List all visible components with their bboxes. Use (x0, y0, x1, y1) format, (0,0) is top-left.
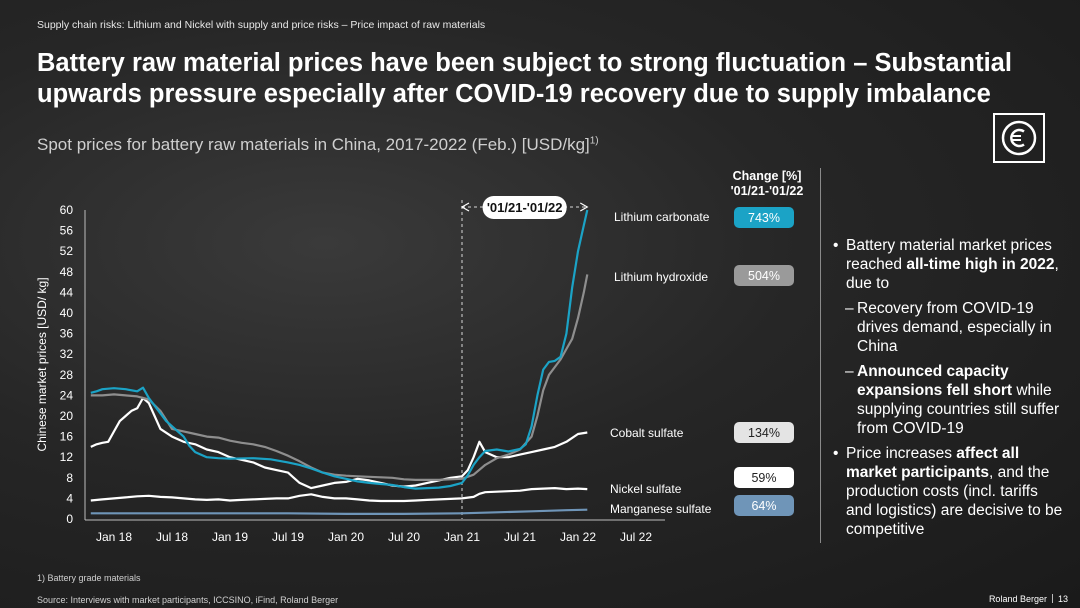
bullet-item: Battery material market prices reached a… (833, 236, 1063, 293)
y-tick-label: 20 (60, 409, 74, 423)
source-note: Source: Interviews with market participa… (37, 595, 339, 605)
series-line-manganese-sulfate (90, 508, 588, 515)
change-badge-lithium-hydroxide: 504% (734, 265, 794, 286)
x-tick-label: Jan 19 (212, 530, 248, 544)
footer-separator (1051, 594, 1053, 603)
vertical-divider (820, 168, 821, 543)
y-tick-label: 60 (60, 203, 74, 217)
x-tick-label: Jul 21 (504, 530, 536, 544)
x-tick-label: Jan 22 (560, 530, 596, 544)
y-tick-label: 16 (60, 430, 74, 444)
change-column-header: Change [%] '01/21-'01/22 (712, 169, 822, 199)
x-tick-label: Jan 21 (444, 530, 480, 544)
bullet-text: Recovery from COVID-19 drives demand, es… (857, 300, 1052, 355)
period-label: '01/21-'01/22 (487, 200, 563, 215)
bullet-text: , and the production costs (incl. tariff… (846, 464, 1063, 538)
footnote: 1) Battery grade materials (37, 573, 141, 583)
x-tick-label: Jul 22 (620, 530, 652, 544)
series-line-lithium-carbonate (90, 209, 589, 490)
change-badge-cobalt-sulfate: 134% (734, 422, 794, 443)
y-tick-label: 24 (60, 388, 74, 402)
brand-name: Roland Berger (988, 594, 1047, 604)
y-tick-label: 48 (60, 265, 74, 279)
bullet-text-bold: Announced capacity expansions fell short (857, 363, 1013, 399)
y-axis-label: Chinese market prices [USD/ kg] (35, 277, 49, 451)
bullet-text: Battery material market prices reached (846, 237, 1052, 273)
period-arrow-left (460, 202, 470, 212)
euro-icon-graphic (1001, 120, 1037, 156)
x-tick-label: Jul 18 (156, 530, 188, 544)
euro-icon (993, 113, 1045, 163)
y-tick-label: 8 (66, 471, 73, 485)
series-label: Lithium carbonate (614, 210, 710, 224)
key-takeaways: Battery material market prices reached a… (833, 236, 1063, 545)
sub-bullet-item: Announced capacity expansions fell short… (833, 362, 1063, 438)
series-line-cobalt-sulfate (90, 396, 588, 490)
change-badge-nickel-sulfate: 59% (734, 467, 794, 488)
subtitle-text: Spot prices for battery raw materials in… (37, 135, 590, 154)
subtitle-footnote-ref: 1) (589, 135, 599, 147)
change-header-line1: Change [%] (732, 169, 802, 183)
series-label: Cobalt sulfate (610, 426, 684, 440)
period-arrow-right (579, 202, 589, 212)
y-tick-label: 32 (60, 347, 74, 361)
y-tick-label: 44 (60, 285, 74, 299)
x-tick-label: Jan 20 (328, 530, 364, 544)
y-tick-label: 40 (60, 306, 74, 320)
x-tick-label: Jan 18 (96, 530, 132, 544)
bullet-text-bold: all-time high in 2022 (906, 256, 1055, 273)
page-title: Battery raw material prices have been su… (37, 49, 1012, 108)
series-line-nickel-sulfate (90, 487, 588, 503)
breadcrumb: Supply chain risks: Lithium and Nickel w… (37, 19, 486, 31)
series-label: Lithium hydroxide (614, 270, 708, 284)
period-label-pill (482, 196, 567, 219)
bullet-text: Price increases (846, 445, 957, 462)
page-number: 13 (1057, 594, 1068, 604)
y-tick-label: 52 (60, 244, 74, 258)
sub-bullet-item: Recovery from COVID-19 drives demand, es… (833, 299, 1063, 356)
change-badge-manganese-sulfate: 64% (734, 495, 794, 516)
change-badge-lithium-carbonate: 743% (734, 207, 794, 228)
series-label: Manganese sulfate (610, 502, 712, 516)
x-tick-label: Jul 19 (272, 530, 304, 544)
y-tick-label: 4 (66, 491, 73, 505)
series-label: Nickel sulfate (610, 482, 682, 496)
footer-brand: Roland Berger 13 (989, 594, 1068, 604)
bullet-text-bold: affect all market participants (846, 445, 1020, 481)
change-header-line2: '01/21-'01/22 (730, 184, 804, 198)
y-tick-label: 56 (60, 224, 74, 238)
bullet-text: , due to (846, 256, 1059, 292)
bullet-item: Price increases affect all market partic… (833, 444, 1063, 539)
bullet-text: while supplying countries still suffer f… (857, 382, 1060, 437)
y-tick-label: 12 (60, 450, 74, 464)
x-tick-label: Jul 20 (388, 530, 420, 544)
y-tick-label: 28 (60, 368, 74, 382)
y-tick-label: 0 (66, 512, 73, 526)
y-tick-label: 36 (60, 327, 74, 341)
series-line-lithium-hydroxide (90, 274, 589, 481)
chart-subtitle: Spot prices for battery raw materials in… (37, 135, 599, 155)
